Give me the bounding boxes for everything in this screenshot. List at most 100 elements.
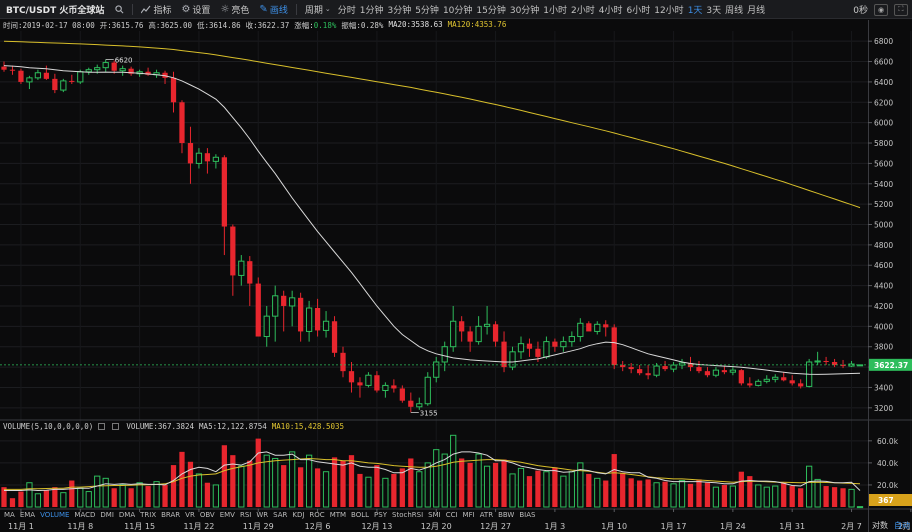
interval-10[interactable]: 6小时 bbox=[626, 5, 651, 16]
candle-body bbox=[729, 369, 736, 373]
interval-9[interactable]: 4小时 bbox=[598, 5, 623, 16]
volume-bar bbox=[18, 491, 24, 507]
volume-bar bbox=[170, 465, 177, 507]
indicator-tab-obv[interactable]: OBV bbox=[199, 511, 215, 519]
indicator-tab-boll[interactable]: BOLL bbox=[351, 511, 370, 519]
indicator-tab-macd[interactable]: MACD bbox=[74, 511, 96, 519]
candle-body bbox=[603, 324, 609, 328]
volume-bar bbox=[204, 482, 211, 507]
volume-bar bbox=[230, 455, 236, 507]
interval-14[interactable]: 周线 bbox=[725, 5, 744, 16]
current-price-badge bbox=[869, 358, 912, 371]
indicator-tab-kdj[interactable]: KDJ bbox=[292, 511, 305, 519]
interval-7[interactable]: 1小时 bbox=[543, 5, 568, 16]
settings-button[interactable]: ⚙ 设置 bbox=[176, 3, 215, 16]
interval-0[interactable]: 分时 bbox=[337, 5, 356, 16]
price-tick-label: 5200 bbox=[874, 200, 893, 209]
volume-bar bbox=[848, 488, 855, 508]
volume-bar bbox=[128, 488, 134, 507]
time-tick-label: 12月 27 bbox=[480, 522, 511, 531]
price-tick-label: 4400 bbox=[874, 282, 893, 291]
indicator-tab-roc[interactable]: ROC bbox=[309, 511, 325, 519]
indicator-tab-vr[interactable]: VR bbox=[185, 511, 195, 519]
toolbar: BTC/USDT 火币全球站 指标 ⚙ 设置 ☼ 亮色 ✎ 画线 周期 ⌄ 分时… bbox=[0, 0, 912, 19]
candle-body bbox=[517, 343, 525, 353]
candle-body bbox=[221, 157, 227, 227]
candle-body bbox=[34, 72, 42, 79]
indicator-tab-trix[interactable]: TRIX bbox=[140, 511, 157, 519]
brightness-button[interactable]: ☼ 亮色 bbox=[215, 3, 254, 16]
indicator-tab-mfi[interactable]: MFI bbox=[462, 511, 475, 519]
candle-body bbox=[408, 400, 414, 407]
log-scale-button[interactable]: 对数 bbox=[872, 521, 888, 530]
volume-ma10: MA10:15,428.5035 bbox=[271, 422, 345, 431]
indicators-button[interactable]: 指标 bbox=[136, 3, 176, 16]
candle-body bbox=[798, 383, 804, 387]
indicator-tab-volume[interactable]: VOLUME bbox=[40, 511, 70, 519]
interval-15[interactable]: 月线 bbox=[747, 5, 766, 16]
candle-body bbox=[179, 102, 185, 144]
volume-bar bbox=[374, 465, 380, 507]
chevron-down-icon: ⌄ bbox=[324, 5, 331, 13]
interval-3[interactable]: 5分钟 bbox=[415, 5, 439, 16]
symbol-title[interactable]: BTC/USDT 火币全球站 bbox=[6, 5, 105, 16]
indicator-tab-psy[interactable]: PSY bbox=[374, 511, 387, 519]
screenshot-button[interactable]: ◉ bbox=[874, 3, 888, 16]
indicator-tab-atr[interactable]: ATR bbox=[479, 511, 494, 519]
candle-body bbox=[763, 378, 770, 382]
volume-bar bbox=[781, 482, 787, 507]
indicator-tab-dma[interactable]: DMA bbox=[118, 511, 136, 519]
volume-bar bbox=[670, 483, 677, 508]
candle-body bbox=[747, 383, 753, 386]
info-low: 低:3614.86 bbox=[197, 21, 241, 30]
interval-11[interactable]: 12小时 bbox=[654, 5, 684, 16]
volume-bar bbox=[678, 480, 686, 508]
volume-bar bbox=[459, 458, 465, 507]
indicator-tab-sar[interactable]: SAR bbox=[273, 511, 288, 519]
indicator-tab-brar[interactable]: BRAR bbox=[161, 511, 181, 519]
auto-scale-button[interactable]: 自动 bbox=[894, 521, 910, 530]
volume-bar bbox=[603, 480, 609, 507]
price-tick-label: 3400 bbox=[874, 383, 893, 392]
indicator-tab-mtm[interactable]: MTM bbox=[329, 511, 347, 519]
candle-body bbox=[483, 323, 491, 327]
close-box-icon[interactable] bbox=[112, 423, 120, 430]
indicator-tab-smi[interactable]: SMI bbox=[428, 511, 441, 519]
interval-6[interactable]: 30分钟 bbox=[509, 5, 540, 16]
fullscreen-button[interactable]: ⛶ bbox=[894, 3, 908, 16]
interval-1[interactable]: 1分钟 bbox=[359, 5, 384, 16]
indicator-tab-dmi[interactable]: DMI bbox=[100, 511, 114, 519]
price-tick-label: 4200 bbox=[874, 302, 893, 311]
volume-bar bbox=[391, 473, 397, 507]
interval-13[interactable]: 3天 bbox=[706, 5, 722, 16]
indicator-tab-ma[interactable]: MA bbox=[4, 511, 15, 519]
indicator-tab-rsi[interactable]: RSI bbox=[239, 511, 252, 519]
volume-bar bbox=[195, 473, 203, 508]
search-button[interactable] bbox=[110, 4, 129, 14]
interval-5[interactable]: 15分钟 bbox=[476, 5, 506, 16]
price-tick-label: 5400 bbox=[874, 180, 893, 189]
volume-bar bbox=[611, 454, 617, 507]
candle-body bbox=[501, 341, 507, 368]
candle-body bbox=[543, 341, 550, 358]
volume-bar bbox=[111, 488, 117, 507]
interval-8[interactable]: 2小时 bbox=[571, 5, 595, 16]
draw-button[interactable]: ✎ 画线 bbox=[254, 3, 292, 16]
volume-bar bbox=[856, 506, 864, 509]
candle-body bbox=[509, 351, 516, 368]
indicator-tab-emv[interactable]: EMV bbox=[219, 511, 235, 519]
interval-4[interactable]: 10分钟 bbox=[442, 5, 473, 16]
indicator-tab-cci[interactable]: CCI bbox=[445, 511, 458, 519]
interval-12[interactable]: 1天 bbox=[687, 5, 703, 16]
indicator-tab-stochrsi[interactable]: StochRSI bbox=[392, 511, 424, 519]
period-dropdown[interactable]: 周期 ⌄ bbox=[300, 3, 336, 16]
candle-body bbox=[662, 366, 668, 370]
indicator-tab-bias[interactable]: BIAS bbox=[519, 511, 536, 519]
indicator-tab-wr[interactable]: WR bbox=[256, 511, 269, 519]
indicator-tab-bbw[interactable]: BBW bbox=[498, 511, 515, 519]
settings-box-icon[interactable] bbox=[98, 423, 106, 430]
volume-bar bbox=[416, 471, 423, 508]
indicator-tab-ema[interactable]: EMA bbox=[19, 511, 36, 519]
interval-2[interactable]: 3分钟 bbox=[387, 5, 412, 16]
